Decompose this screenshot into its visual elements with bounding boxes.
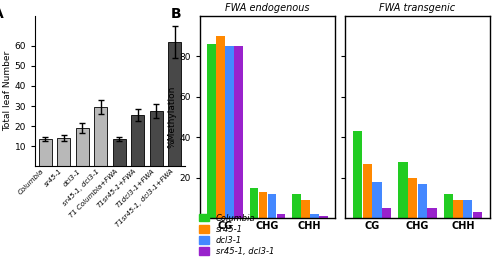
Bar xyxy=(216,36,225,218)
Bar xyxy=(258,192,268,218)
Bar xyxy=(57,138,70,166)
Bar xyxy=(234,46,243,218)
Text: B: B xyxy=(170,8,181,22)
Bar xyxy=(362,164,372,218)
Bar xyxy=(408,178,418,218)
Text: A: A xyxy=(0,6,4,21)
Title: FWA endogenous: FWA endogenous xyxy=(225,3,310,14)
Y-axis label: Total leaf Number: Total leaf Number xyxy=(2,51,12,131)
Bar xyxy=(398,162,408,218)
Bar xyxy=(418,184,427,218)
Bar xyxy=(113,139,126,166)
Bar xyxy=(292,194,300,218)
Title: FWA transgenic: FWA transgenic xyxy=(380,3,456,14)
Bar xyxy=(472,212,482,218)
Bar xyxy=(382,208,392,218)
Bar xyxy=(208,44,216,218)
Bar xyxy=(268,194,276,218)
Y-axis label: %Methylation: %Methylation xyxy=(168,86,176,148)
Bar xyxy=(318,216,328,218)
Bar xyxy=(463,200,472,218)
Bar xyxy=(427,208,436,218)
Bar xyxy=(132,115,144,166)
Legend: Columbia, sr45-1, dcl3-1, sr45-1, dcl3-1: Columbia, sr45-1, dcl3-1, sr45-1, dcl3-1 xyxy=(199,213,274,256)
Bar xyxy=(372,182,382,218)
Bar xyxy=(38,139,52,166)
Bar xyxy=(76,128,88,166)
Bar xyxy=(301,200,310,218)
Bar xyxy=(310,214,318,218)
Bar xyxy=(168,42,181,166)
Bar xyxy=(276,214,285,218)
Bar xyxy=(250,188,258,218)
Bar xyxy=(454,200,462,218)
Bar xyxy=(444,194,453,218)
Bar xyxy=(94,107,107,166)
Bar xyxy=(226,46,234,218)
Bar xyxy=(150,111,163,166)
Bar xyxy=(353,131,362,218)
